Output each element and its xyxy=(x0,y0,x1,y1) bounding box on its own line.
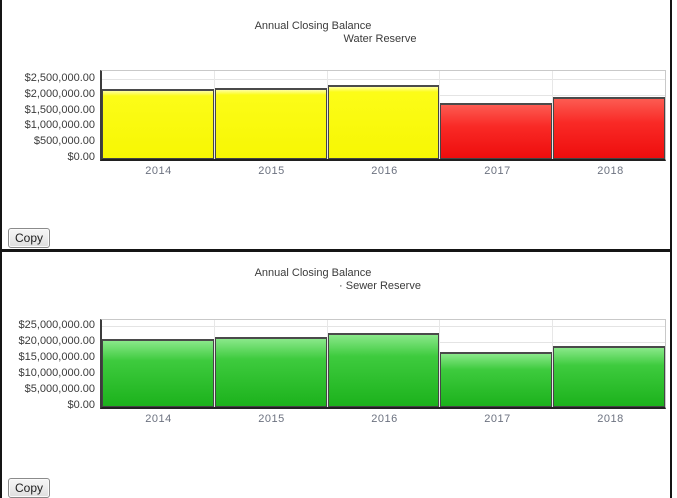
x-tick-label: 2014 xyxy=(145,413,172,425)
copy-button[interactable]: Copy xyxy=(8,478,50,498)
x-tick-label: 2015 xyxy=(258,165,285,177)
y-axis: $25,000,000.00 $20,000,000.00 $15,000,000.… xyxy=(0,319,98,411)
y-tick-label: $2,500,000.00 xyxy=(24,72,95,84)
plot-area xyxy=(100,319,666,409)
chart-title: Annual Closing Balance Water Reserve xyxy=(2,20,624,46)
x-axis: 2014 2015 2016 2017 2018 xyxy=(102,165,667,177)
chart-subtitle: Water Reserve xyxy=(343,33,417,45)
y-tick-label: $15,000,000.00 xyxy=(18,351,95,363)
bar-2014 xyxy=(102,89,214,159)
gridline xyxy=(102,326,665,327)
category-cell-2017 xyxy=(439,71,553,159)
category-cell-2016 xyxy=(326,71,440,159)
bars-row xyxy=(102,320,665,407)
x-tick-label: 2017 xyxy=(484,413,511,425)
x-axis: 2014 2015 2016 2017 2018 xyxy=(102,413,667,425)
category-cell-2018 xyxy=(552,320,665,407)
category-cell-2016 xyxy=(326,320,440,407)
plot-area xyxy=(100,70,666,161)
y-tick-label: $25,000,000.00 xyxy=(18,319,95,331)
x-tick-label: 2018 xyxy=(597,165,624,177)
category-cell-2014 xyxy=(102,71,214,159)
bar-2018 xyxy=(553,97,665,159)
y-tick-label: $500,000.00 xyxy=(33,135,95,148)
y-axis: $2,500,000.00 $2,000,000.00 $1,500,000.00 $… xyxy=(0,70,98,163)
chart-title-line1: Annual Closing Balance xyxy=(254,267,372,279)
gridline xyxy=(102,79,665,80)
y-tick-label: $0.00 xyxy=(67,151,95,163)
y-tick-label: $5,000,000.00 xyxy=(24,383,95,395)
bar-2016 xyxy=(327,333,440,407)
category-cell-2015 xyxy=(213,320,327,407)
y-tick-label: $0.00 xyxy=(67,399,95,411)
bar-2015 xyxy=(214,336,327,407)
y-tick-label: $2,000,000.00 xyxy=(24,87,95,100)
category-cell-2014 xyxy=(102,320,214,407)
category-cell-2015 xyxy=(213,71,327,159)
bar-2014 xyxy=(102,338,214,407)
water-reserve-chart-panel: Annual Closing Balance Water Reserve $2,… xyxy=(0,0,672,252)
bars-row xyxy=(102,71,665,159)
x-tick-label: 2018 xyxy=(597,413,624,425)
bar-2015 xyxy=(214,87,327,159)
category-cell-2018 xyxy=(552,71,665,159)
x-tick-label: 2016 xyxy=(371,413,398,425)
x-tick-label: 2015 xyxy=(258,413,285,425)
y-tick-label: $20,000,000.00 xyxy=(18,335,95,347)
x-tick-label: 2017 xyxy=(484,165,511,177)
y-tick-label: $10,000,000.00 xyxy=(18,367,95,379)
category-cell-2017 xyxy=(439,320,553,407)
x-tick-label: 2016 xyxy=(371,165,398,177)
x-tick-label: 2014 xyxy=(145,165,172,177)
bar-2016 xyxy=(327,85,440,159)
bar-2017 xyxy=(440,351,553,407)
chart-subtitle: · Sewer Reserve xyxy=(339,280,421,292)
bar-2018 xyxy=(553,345,665,407)
chart-title-line1: Annual Closing Balance xyxy=(254,20,372,32)
y-tick-label: $1,000,000.00 xyxy=(24,119,95,132)
copy-button[interactable]: Copy xyxy=(8,228,50,248)
chart-title: Annual Closing Balance · Sewer Reserve xyxy=(2,267,624,293)
bar-2017 xyxy=(440,103,553,159)
sewer-reserve-chart-panel: Annual Closing Balance · Sewer Reserve $… xyxy=(0,252,672,498)
y-tick-label: $1,500,000.00 xyxy=(24,103,95,116)
